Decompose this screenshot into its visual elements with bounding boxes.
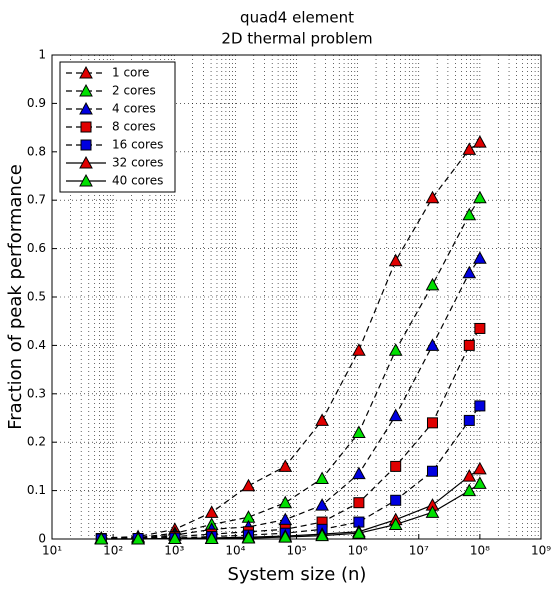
marker <box>204 531 219 545</box>
legend-label: 4 cores <box>112 102 156 116</box>
marker <box>462 265 477 279</box>
x-tick-label: 10² <box>103 544 123 558</box>
x-tick-label: 10⁶ <box>348 544 368 558</box>
y-tick-label: 0.1 <box>27 483 46 497</box>
legend-marker <box>79 83 93 97</box>
marker <box>352 466 366 480</box>
legend-marker <box>79 101 93 115</box>
marker <box>463 414 475 426</box>
marker <box>425 338 440 351</box>
y-tick-label: 0 <box>38 532 46 546</box>
marker <box>462 142 477 155</box>
marker <box>473 135 487 148</box>
marker <box>462 469 477 482</box>
x-tick-label: 10⁸ <box>470 544 490 558</box>
y-tick-label: 0.4 <box>27 338 46 352</box>
marker <box>390 460 402 472</box>
marker <box>352 343 366 356</box>
series-line <box>101 257 481 540</box>
y-tick-label: 1 <box>38 48 46 62</box>
marker <box>131 531 145 545</box>
marker <box>462 207 477 221</box>
marker <box>315 528 329 542</box>
marker <box>278 530 293 543</box>
y-tick-label: 0.9 <box>27 96 46 110</box>
marker <box>278 495 293 509</box>
marker <box>388 517 403 530</box>
chart-title: quad4 element <box>240 9 354 27</box>
marker <box>94 531 109 545</box>
marker <box>352 425 366 439</box>
marker <box>474 322 486 334</box>
series-line <box>101 197 481 540</box>
marker <box>462 483 477 497</box>
legend-marker <box>80 139 92 151</box>
marker <box>278 459 293 472</box>
marker <box>388 408 403 422</box>
series-line <box>101 405 481 540</box>
x-tick-label: 10³ <box>164 544 184 558</box>
y-tick-label: 0.6 <box>27 241 46 255</box>
y-tick-label: 0.2 <box>27 435 46 449</box>
marker <box>168 531 182 545</box>
series-line <box>101 141 481 539</box>
x-axis-label: System size (n) <box>228 564 367 585</box>
marker <box>315 498 329 511</box>
y-tick-label: 0.3 <box>27 386 46 400</box>
legend-marker <box>79 173 93 187</box>
legend-marker <box>79 155 93 169</box>
marker <box>204 505 219 518</box>
y-axis-label: Fraction of peak performance <box>5 164 26 430</box>
x-tick-label: 10⁷ <box>409 544 429 558</box>
marker <box>473 190 487 204</box>
marker <box>425 505 440 518</box>
legend-label: 2 cores <box>112 84 156 98</box>
marker <box>463 339 475 351</box>
marker <box>390 494 402 506</box>
marker <box>426 417 438 429</box>
x-tick-label: 10¹ <box>42 544 62 558</box>
marker <box>425 277 440 291</box>
legend-marker <box>80 121 92 133</box>
y-tick-label: 0.8 <box>27 144 46 158</box>
legend-label: 8 cores <box>112 120 156 134</box>
legend: 1 core 2 cores 4 cores 8 cores 16 cores 32 co… <box>59 61 176 193</box>
legend-label: 1 core <box>112 66 149 80</box>
marker <box>473 461 487 475</box>
legend-marker <box>79 65 93 79</box>
marker <box>473 476 487 489</box>
marker <box>241 478 256 492</box>
x-tick-label: 10⁴ <box>225 544 245 558</box>
marker <box>473 251 487 264</box>
marker <box>278 512 293 526</box>
marker <box>426 465 438 477</box>
legend-label: 32 cores <box>112 156 163 170</box>
series-line <box>101 328 481 540</box>
y-tick-label: 0.5 <box>27 290 46 304</box>
marker <box>352 526 366 539</box>
marker <box>388 253 403 267</box>
legend-label: 40 cores <box>112 174 163 188</box>
marker <box>353 497 365 509</box>
marker <box>241 530 256 544</box>
marker <box>315 413 329 426</box>
y-tick-label: 0.7 <box>27 193 46 207</box>
legend-label: 16 cores <box>112 138 163 152</box>
x-tick-label: 10⁹ <box>531 544 551 558</box>
chart-title: 2D thermal problem <box>221 30 372 48</box>
marker <box>425 190 440 204</box>
marker <box>315 471 329 484</box>
x-tick-label: 10⁵ <box>286 544 306 558</box>
plot-frame <box>51 54 542 540</box>
marker <box>388 343 403 356</box>
marker <box>474 400 486 412</box>
